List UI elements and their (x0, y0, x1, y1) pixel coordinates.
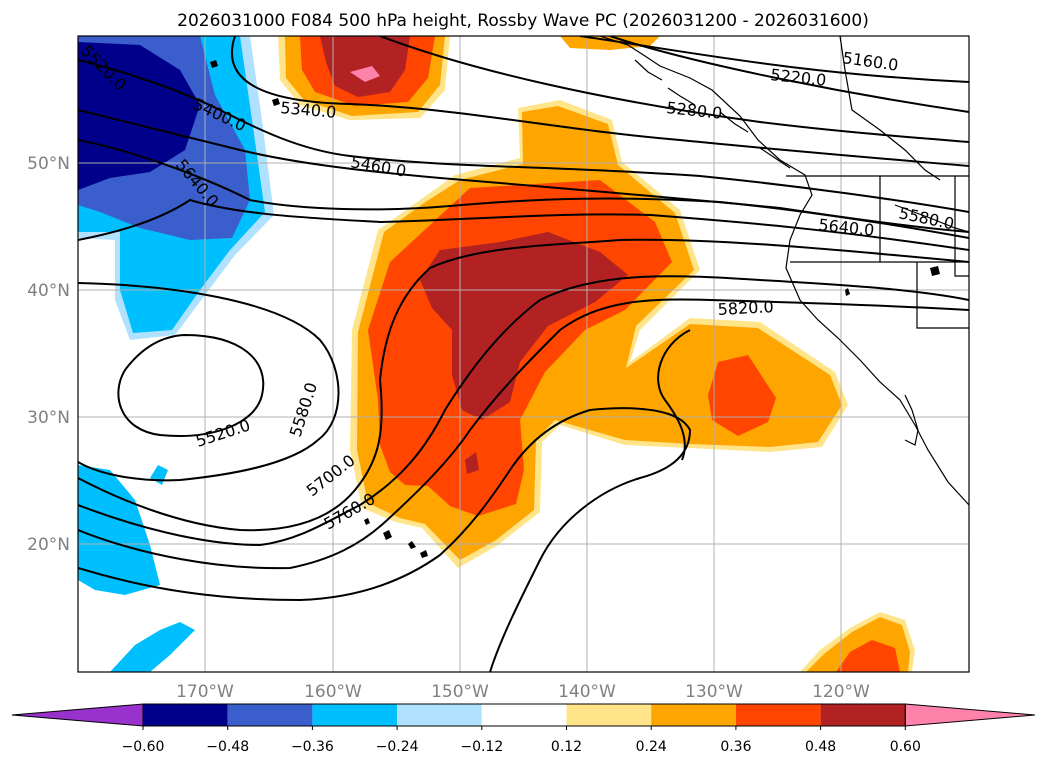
colorbar-tick-label: 0.24 (636, 739, 667, 755)
shade-pos-north-pink (350, 66, 380, 82)
lon-label: 160°W (304, 682, 362, 702)
colorbar-tick-label: −0.48 (206, 739, 249, 755)
lat-labels: 50°N 40°N 30°N 20°N (27, 154, 70, 555)
colorbar-tick-label: 0.36 (720, 739, 751, 755)
colorbar-box (227, 704, 313, 726)
lat-label: 50°N (27, 154, 70, 174)
colorbar-extend-high (904, 703, 1036, 727)
shade-neg-navy (78, 42, 200, 190)
lon-label: 140°W (558, 682, 616, 702)
colorbar-box (143, 704, 228, 726)
colorbar-box (820, 704, 906, 726)
shade-pos-small-brick (465, 452, 479, 474)
shade-neg-cyan-sw (78, 465, 160, 595)
colorbar-ticks: −0.60 −0.48 −0.36 −0.24 −0.12 0.12 0.24 0.36 0.4… (122, 726, 921, 755)
colorbar-tick-label: 0.60 (890, 739, 921, 755)
lon-label: 150°W (431, 682, 489, 702)
map-title: 2026031000 F084 500 hPa height, Rossby W… (177, 11, 869, 31)
colorbar-tick-label: 0.12 (551, 739, 582, 755)
colorbar-box (481, 704, 567, 726)
height-contours (78, 36, 969, 672)
shade-pos-east-red (708, 355, 776, 436)
map-frame (77, 35, 970, 673)
shade-pos-se-red (836, 640, 900, 672)
colorbar-box (397, 704, 482, 726)
contour-label: 5340.0 (280, 98, 337, 122)
lat-label: 30°N (27, 408, 70, 428)
lat-label: 20°N (27, 535, 70, 555)
contour-label: 5820.0 (717, 297, 774, 319)
colorbar-tick-label: −0.24 (376, 739, 419, 755)
colorbar-tick-label: −0.60 (122, 739, 165, 755)
shade-pos-main-brick (420, 232, 628, 420)
colorbar-box (566, 704, 652, 726)
lon-label: 120°W (812, 682, 870, 702)
colorbar-extend-low (11, 703, 144, 727)
colorbar-tick-label: −0.12 (460, 739, 503, 755)
shade-neg-cyan-bottom (110, 622, 195, 672)
colorbar-tick-label: 0.48 (805, 739, 836, 755)
colorbar-outline (142, 703, 906, 727)
lat-label: 40°N (27, 281, 70, 301)
colorbar-box (735, 704, 821, 726)
colorbar-tick-label: −0.36 (291, 739, 334, 755)
shade-pos-north-strip (560, 36, 660, 50)
shade-pos-north-brick (320, 36, 410, 97)
colorbar-box (312, 704, 398, 726)
islands (210, 60, 940, 558)
map-area: 5160.0 5220.0 5280.0 5340.0 5400.0 5460.… (78, 36, 969, 672)
colorbar-box (651, 704, 736, 726)
lon-label: 170°W (176, 682, 234, 702)
colorbar (11, 703, 1036, 727)
lon-label: 130°W (685, 682, 743, 702)
lon-labels: 170°W 160°W 150°W 140°W 130°W 120°W (176, 682, 870, 702)
